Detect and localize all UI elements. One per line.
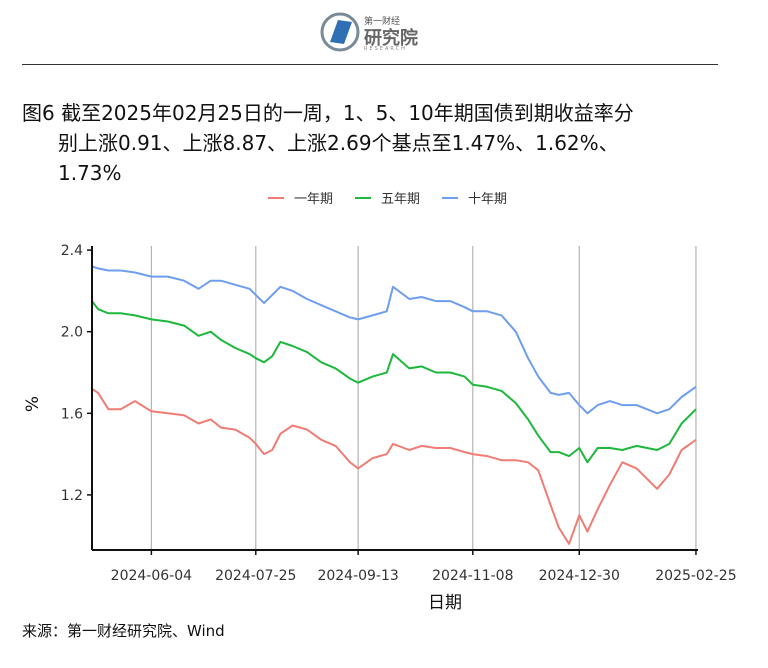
series-line-0 — [91, 387, 697, 545]
x-tick-label-3: 2024-11-08 — [432, 568, 513, 584]
figure-title-line1: 图6 截至2025年02月25日的一周，1、5、10年期国债到期收益率分 — [22, 101, 634, 125]
y-tick-label-0: 1.2 — [61, 488, 83, 504]
figure-title: 图6 截至2025年02月25日的一周，1、5、10年期国债到期收益率分 别上涨… — [22, 98, 752, 188]
x-tick-label-1: 2024-07-25 — [215, 568, 296, 584]
y-axis-title: % — [23, 396, 43, 412]
logo-text-main: 研究院 — [364, 28, 418, 49]
logo-text-top: 第一财经 — [364, 17, 401, 27]
x-tick-label-2: 2024-09-13 — [317, 568, 398, 584]
y-tick-label-1: 1.6 — [61, 406, 83, 422]
legend-item-5y: 五年期 — [355, 188, 420, 207]
legend-label-5y: 五年期 — [381, 192, 421, 207]
legend-item-10y: 十年期 — [442, 188, 507, 207]
logo-text-sub: RESEARCH — [364, 46, 407, 52]
legend-label-10y: 十年期 — [468, 192, 508, 207]
header-divider — [22, 64, 718, 65]
figure-title-line3: 1.73% — [58, 161, 122, 185]
series-line-2 — [91, 265, 697, 415]
legend-swatch-5y — [355, 196, 372, 199]
chart-legend: 一年期 五年期 十年期 — [268, 188, 507, 207]
legend-swatch-1y — [268, 196, 284, 199]
legend-label-1y: 一年期 — [294, 192, 334, 207]
y-tick-label-3: 2.4 — [61, 243, 83, 259]
logo: 第一财经 研究院 RESEARCH — [320, 8, 450, 56]
x-axis-title: 日期 — [428, 593, 462, 613]
source-note: 来源：第一财经研究院、Wind — [22, 622, 225, 640]
legend-item-1y: 一年期 — [268, 188, 333, 207]
y-tick-label-2: 2.0 — [61, 325, 83, 341]
logo-emblem-icon — [320, 12, 360, 52]
x-tick-label-4: 2024-12-30 — [539, 568, 620, 584]
x-tick-label-5: 2025-02-25 — [655, 568, 736, 584]
legend-swatch-10y — [442, 196, 459, 199]
series-line-1 — [91, 300, 697, 464]
x-tick-label-0: 2024-06-04 — [111, 568, 192, 584]
figure-title-line2: 别上涨0.91、上涨8.87、上涨2.69个基点至1.47%、1.62%、 — [58, 131, 619, 155]
